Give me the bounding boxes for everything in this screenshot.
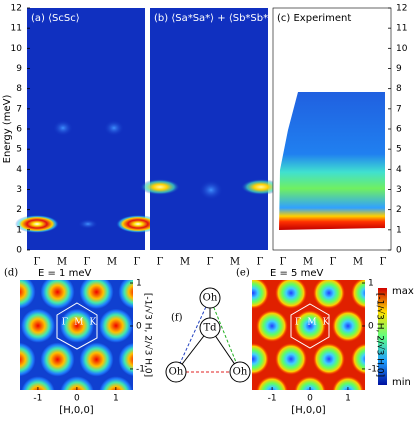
y-tick-label: 0 <box>368 321 374 331</box>
y-axis-label: [-1/√3 H, 2/√3 H,0] <box>375 293 386 377</box>
x-tick-label: -1 <box>33 394 42 404</box>
node: Oh <box>233 367 248 378</box>
x-tick-label: Γ <box>330 257 337 268</box>
panel-c <box>272 7 392 251</box>
y-tick-label: 10 <box>396 44 408 54</box>
node: Oh <box>203 293 218 304</box>
symmetry-point: M <box>307 317 316 327</box>
x-tick-label: 0 <box>74 394 80 404</box>
y-tick-label: 9 <box>396 64 402 74</box>
panel-subtitle: E = 5 meV <box>270 268 323 279</box>
panel-a <box>15 8 160 250</box>
node: Td <box>203 323 217 334</box>
x-tick-label: M <box>353 257 363 268</box>
panel-title: (e) <box>236 268 250 279</box>
x-tick-label: Γ <box>134 257 141 268</box>
y-tick-label: 12 <box>396 4 407 14</box>
x-tick-label: Γ <box>34 257 41 268</box>
y-tick-label: 2 <box>16 205 22 215</box>
x-tick-label: M <box>180 257 190 268</box>
y-tick-label: 10 <box>11 44 23 54</box>
panel-title: (b) ⟨Sa*Sa*⟩ + ⟨Sb*Sb*⟩ <box>154 13 272 24</box>
x-tick-label: 1 <box>113 394 119 404</box>
y-tick-label: 4 <box>16 165 22 175</box>
y-tick-label: 1 <box>136 279 142 289</box>
y-tick-label: 7 <box>396 104 402 114</box>
x-tick-label: Γ <box>84 257 91 268</box>
y-tick-label: 0 <box>396 246 402 256</box>
y-tick-label: 1 <box>396 225 402 235</box>
symmetry-point: K <box>323 317 330 327</box>
y-tick-label: 6 <box>396 125 402 135</box>
x-tick-label: Γ <box>280 257 287 268</box>
y-tick-label: 11 <box>396 24 407 34</box>
x-tick-label: M <box>230 257 240 268</box>
symmetry-point: Γ <box>62 317 68 327</box>
panel-title: (d) <box>4 268 18 279</box>
colorbar <box>378 288 387 385</box>
y-tick-label: 6 <box>16 125 22 135</box>
x-tick-label: M <box>57 257 67 268</box>
x-tick-label: 0 <box>307 394 313 404</box>
x-tick-label: Γ <box>257 257 264 268</box>
y-tick-label: 12 <box>11 4 22 14</box>
panel-title: (c) Experiment <box>277 13 351 24</box>
y-tick-label: 1 <box>16 225 22 235</box>
y-tick-label: 9 <box>16 64 22 74</box>
y-tick-label: 2 <box>396 205 402 215</box>
colorbar-min: min <box>392 377 411 388</box>
node: Oh <box>169 367 184 378</box>
y-tick-label: -1 <box>368 364 377 374</box>
y-axis-label: Energy (meV) <box>2 95 13 164</box>
x-tick-label: Γ <box>157 257 164 268</box>
colorbar-max: max <box>392 286 414 297</box>
y-tick-label: 4 <box>396 165 402 175</box>
x-axis-label: [H,0,0] <box>59 405 94 416</box>
panel-d <box>20 280 133 390</box>
y-tick-label: 0 <box>136 321 142 331</box>
y-tick-label: 7 <box>16 104 22 114</box>
y-tick-label: 5 <box>16 145 22 155</box>
y-tick-label: 1 <box>368 279 374 289</box>
y-tick-label: 5 <box>396 145 402 155</box>
x-tick-label: M <box>107 257 117 268</box>
x-tick-label: -1 <box>268 394 277 404</box>
x-tick-label: Γ <box>207 257 214 268</box>
panel-title: (a) ⟨ScSc⟩ <box>31 13 80 24</box>
x-axis-label: [H,0,0] <box>291 405 326 416</box>
y-tick-label: 3 <box>396 185 402 195</box>
y-tick-label: 0 <box>16 246 22 256</box>
x-tick-label: Γ <box>380 257 387 268</box>
symmetry-point: M <box>74 317 83 327</box>
panel-b <box>140 8 281 250</box>
panel-e <box>252 280 365 390</box>
y-tick-label: -1 <box>136 364 145 374</box>
y-axis-label: [-1/√3 H, 2/√3 H,0] <box>143 293 154 377</box>
symmetry-point: K <box>90 317 97 327</box>
panel-subtitle: E = 1 meV <box>38 268 91 279</box>
x-tick-label: M <box>303 257 313 268</box>
y-tick-label: 11 <box>11 24 22 34</box>
diagram <box>165 287 251 383</box>
y-tick-label: 8 <box>396 84 402 94</box>
x-tick-label: 1 <box>345 394 351 404</box>
diagram-label: (f) <box>171 313 183 324</box>
y-tick-label: 3 <box>16 185 22 195</box>
symmetry-point: Γ <box>295 317 301 327</box>
y-tick-label: 8 <box>16 84 22 94</box>
